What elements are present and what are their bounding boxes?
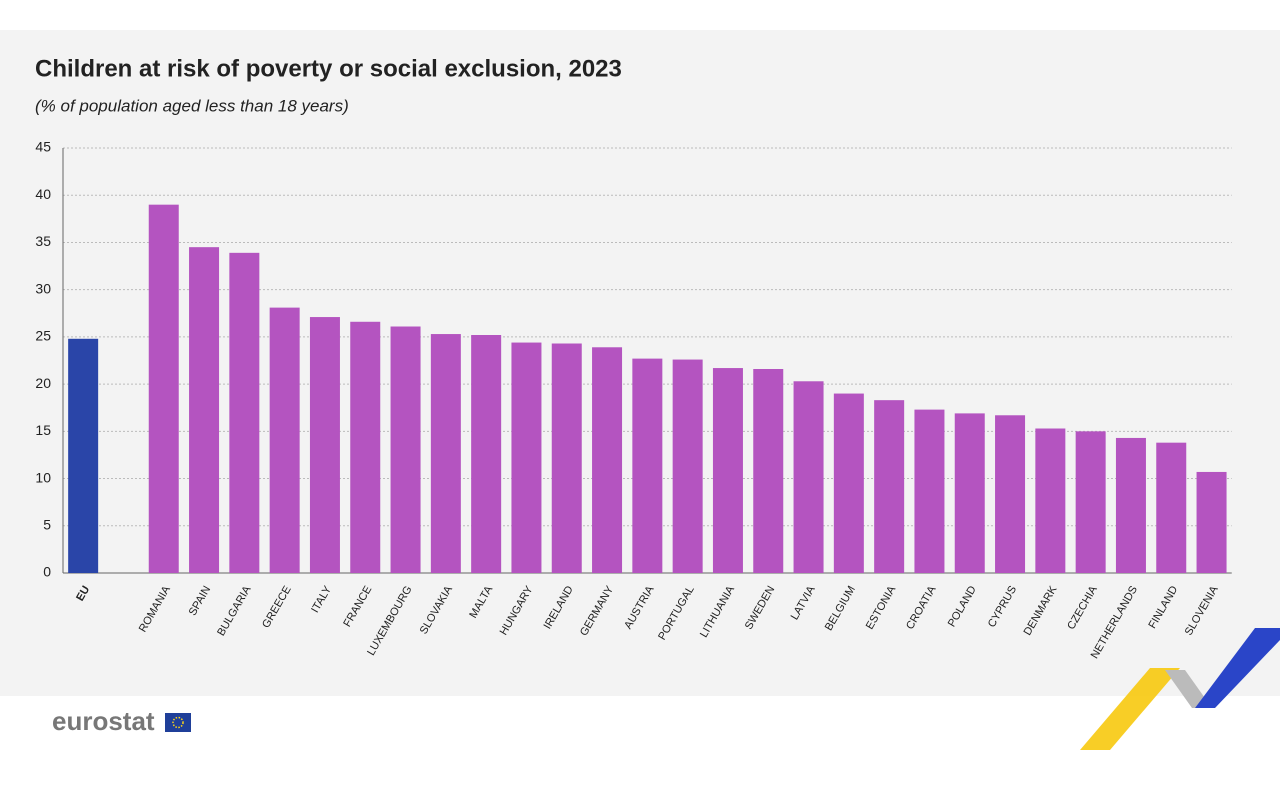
- bar: [712, 368, 743, 573]
- bar: [1156, 442, 1187, 573]
- bar: [269, 307, 300, 573]
- bar: [1196, 471, 1227, 573]
- eu-stars: [172, 716, 184, 729]
- deco-grey: [1165, 670, 1212, 708]
- bar: [1075, 431, 1106, 573]
- bar: [914, 409, 945, 573]
- bar: [753, 369, 784, 573]
- deco-blue: [1195, 628, 1280, 708]
- y-tick-label: 35: [35, 233, 51, 249]
- y-tick-label: 45: [35, 139, 51, 155]
- bar: [148, 204, 179, 573]
- bar: [350, 321, 381, 573]
- bar: [430, 334, 461, 573]
- y-tick-label: 15: [35, 422, 51, 438]
- y-tick-label: 0: [43, 564, 51, 580]
- bar: [551, 343, 582, 573]
- y-tick-label: 10: [35, 469, 51, 485]
- bar: [309, 317, 340, 573]
- bar: [672, 359, 703, 573]
- bar: [1035, 428, 1066, 573]
- chart-title: Children at risk of poverty or social ex…: [35, 55, 622, 82]
- y-tick-label: 20: [35, 375, 51, 391]
- bar: [390, 326, 421, 573]
- bar: [1115, 437, 1146, 573]
- bar: [632, 358, 663, 573]
- bar: [833, 393, 864, 573]
- bar: [954, 413, 985, 573]
- bar: [229, 252, 260, 574]
- bar: [511, 342, 542, 573]
- bar: [189, 247, 220, 573]
- bar: [995, 415, 1026, 573]
- bar: [793, 381, 824, 573]
- bar: [68, 338, 99, 573]
- bar: [471, 335, 502, 573]
- y-tick-label: 40: [35, 186, 51, 202]
- logo-text: eurostat: [52, 706, 155, 736]
- eu-flag: [165, 713, 191, 732]
- chart-subtitle: (% of population aged less than 18 years…: [35, 96, 349, 115]
- y-tick-label: 30: [35, 280, 51, 296]
- y-tick-label: 5: [43, 516, 51, 532]
- y-tick-label: 25: [35, 328, 51, 344]
- bar: [874, 400, 905, 573]
- deco-yellow: [1080, 668, 1180, 750]
- bar: [592, 347, 623, 573]
